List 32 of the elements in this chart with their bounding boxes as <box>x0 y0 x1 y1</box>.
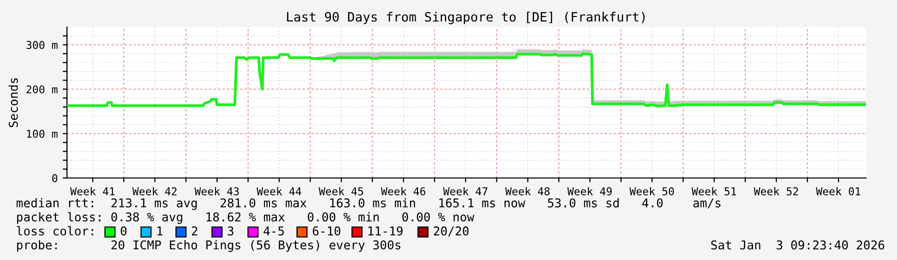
x-tick-label: Week 49 <box>567 187 612 196</box>
text: 6-10 <box>312 226 340 236</box>
text: 20/20 <box>434 226 469 236</box>
x-tick-label: Week 46 <box>380 187 426 196</box>
y-axis-title: Seconds <box>8 78 18 128</box>
x-tick-label: Week 01 <box>816 187 860 196</box>
text: 1 <box>157 226 162 236</box>
x-tick-label: Week 43 <box>194 187 239 196</box>
y-tick-label: 200 m <box>26 85 58 94</box>
text: 0 <box>120 226 126 236</box>
y-tick-label: 300 m <box>26 40 58 50</box>
text: median rtt: 213.1 ms avg 281.0 ms max 163.0 ms min 165.1 ms now 53.0 ms sd 4.0 am/s <box>16 198 720 210</box>
text: packet loss: 0.38 % avg 18.62 % max 0.00 % min 0.00 % now <box>17 212 474 224</box>
text: 11-19 <box>368 226 403 236</box>
x-tick-label: Week 51 <box>692 187 736 196</box>
x-tick-label: Week 41 <box>70 187 115 196</box>
text: Sat Jan 3 09:23:40 2026 <box>711 240 884 250</box>
text: 4-5 <box>264 226 284 236</box>
text: probe: 20 ICMP Echo Pings (56 Bytes) every 300s <box>17 240 400 252</box>
x-tick-label: Week 45 <box>318 187 364 196</box>
x-tick-label: Week 42 <box>132 187 177 196</box>
chart-title: Last 90 Days from Singapore to [DE] (Frankfurt) <box>287 12 645 24</box>
x-tick-label: Week 50 <box>630 187 674 196</box>
x-tick-label: Week 48 <box>505 187 550 196</box>
x-tick-label: Week 52 <box>754 187 798 196</box>
x-tick-label: Week 44 <box>256 187 302 196</box>
text: 2 <box>192 226 198 236</box>
x-tick-label: Week 47 <box>443 187 488 196</box>
text: 3 <box>228 226 234 236</box>
text: loss color: <box>16 226 94 236</box>
y-tick-label: 0 <box>52 174 58 182</box>
y-tick-label: 100 m <box>27 130 58 138</box>
